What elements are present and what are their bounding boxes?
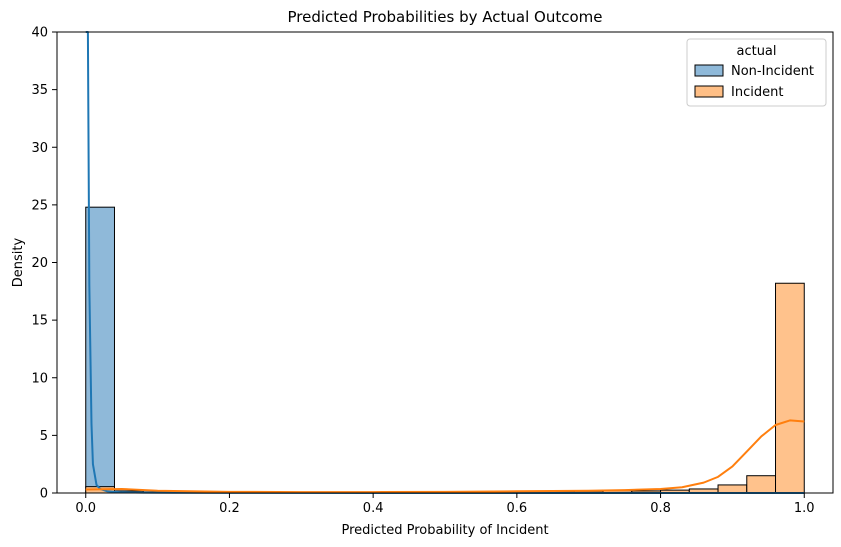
x-tick-label: 0.0 xyxy=(75,501,96,516)
kde-line-incident xyxy=(85,419,805,494)
x-axis: 0.0 0.2 0.4 0.6 0.8 1.0 xyxy=(75,493,815,516)
y-tick-label: 20 xyxy=(31,256,48,271)
chart-title: Predicted Probabilities by Actual Outcom… xyxy=(288,8,603,26)
legend-title: actual xyxy=(736,44,776,59)
x-tick-label: 0.6 xyxy=(507,501,528,516)
y-tick-label: 40 xyxy=(31,26,48,41)
x-tick-label: 0.2 xyxy=(219,501,240,516)
x-axis-label: Predicted Probability of Incident xyxy=(341,523,548,538)
y-tick-label: 30 xyxy=(31,141,48,156)
legend-label-non-incident: Non-Incident xyxy=(731,64,814,79)
y-axis: 0 5 10 15 20 25 30 35 40 xyxy=(31,26,57,502)
y-tick-label: 35 xyxy=(31,83,48,98)
bar-incident-22 xyxy=(717,484,748,494)
x-tick-label: 0.8 xyxy=(650,501,671,516)
bar-incident-23 xyxy=(746,475,777,494)
y-tick-label: 25 xyxy=(31,198,48,213)
y-tick-label: 15 xyxy=(31,314,48,329)
legend: actual Non-Incident Incident xyxy=(686,38,827,107)
bar-incident-24 xyxy=(775,282,805,494)
y-tick-label: 5 xyxy=(40,429,48,444)
x-tick-label: 0.4 xyxy=(363,501,384,516)
y-tick-label: 10 xyxy=(31,371,48,386)
y-tick-label: 0 xyxy=(40,487,48,502)
legend-label-incident: Incident xyxy=(731,85,783,100)
legend-swatch-incident xyxy=(694,85,724,98)
y-axis-label: Density xyxy=(11,237,26,287)
bars-layer xyxy=(85,206,805,494)
legend-swatch-non-incident xyxy=(694,64,724,77)
x-tick-label: 1.0 xyxy=(794,501,815,516)
